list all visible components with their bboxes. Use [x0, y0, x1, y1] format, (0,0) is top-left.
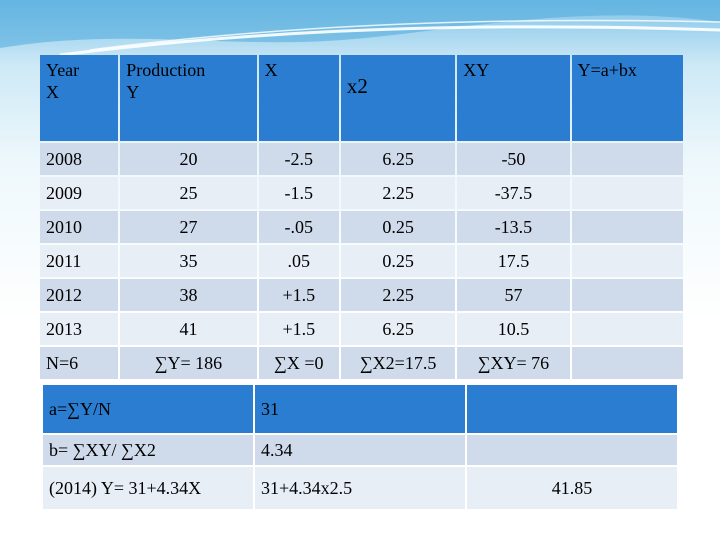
table-cell [571, 211, 683, 243]
header-cell: XY [457, 55, 570, 141]
table-cell: 4.34 [255, 435, 465, 465]
table-row: N=6 ∑Y= 186 ∑X =0 ∑X2=17.5 ∑XY= 76 [40, 347, 683, 379]
table-cell: 0.25 [340, 245, 456, 277]
table-cell: b= ∑XY/ ∑X2 [43, 435, 253, 465]
table-cell: -13.5 [457, 211, 570, 243]
header-cell: Year X [40, 55, 119, 141]
table-cell: 57 [457, 279, 570, 311]
table-cell: 31+4.34x2.5 [255, 467, 465, 509]
table-cell: -2.5 [258, 143, 339, 175]
table-cell: +1.5 [258, 313, 339, 345]
table-cell: 41 [120, 313, 257, 345]
table-cell: -37.5 [457, 177, 570, 209]
table-row: 2008 20 -2.5 6.25 -50 [40, 143, 683, 175]
table-cell [571, 177, 683, 209]
table-cell: (2014) Y= 31+4.34X [43, 467, 253, 509]
table-cell: ∑X2=17.5 [340, 347, 456, 379]
table-cell: 10.5 [457, 313, 570, 345]
calculation-table: a=∑Y/N 31 b= ∑XY/ ∑X2 4.34 (2014) Y= 31+4.34… [41, 383, 679, 511]
table-cell: 2011 [40, 245, 119, 277]
table-row: 2012 38 +1.5 2.25 57 [40, 279, 683, 311]
table-cell: 6.25 [340, 143, 456, 175]
table-cell: ∑XY= 76 [457, 347, 570, 379]
table-cell: ∑Y= 186 [120, 347, 257, 379]
table-cell: 2009 [40, 177, 119, 209]
table-row: a=∑Y/N 31 [43, 385, 677, 433]
header-cell: x2 [340, 55, 456, 141]
table-row: (2014) Y= 31+4.34X 31+4.34x2.5 41.85 [43, 467, 677, 509]
table-cell: 41.85 [467, 467, 677, 509]
table-cell: 17.5 [457, 245, 570, 277]
table-cell: 25 [120, 177, 257, 209]
table-cell: 0.25 [340, 211, 456, 243]
table-cell: 2012 [40, 279, 119, 311]
table-cell: N=6 [40, 347, 119, 379]
table-cell: 38 [120, 279, 257, 311]
table-cell [571, 279, 683, 311]
table-row: 2011 35.05 0.25 17.5 [40, 245, 683, 277]
table-cell: ∑X =0 [258, 347, 339, 379]
table-cell: 2013 [40, 313, 119, 345]
table-cell: 2.25 [340, 177, 456, 209]
table-cell: +1.5 [258, 279, 339, 311]
table-row: 2013 41 +1.5 6.25 10.5 [40, 313, 683, 345]
table-cell: -1.5 [258, 177, 339, 209]
table-cell: 20 [120, 143, 257, 175]
table-cell [571, 143, 683, 175]
table-cell: .05 [258, 245, 339, 277]
table-row: 2010 27 -.05 0.25 -13.5 [40, 211, 683, 243]
table-cell: 27 [120, 211, 257, 243]
table-cell [467, 385, 677, 433]
table-cell: 6.25 [340, 313, 456, 345]
table-cell [571, 245, 683, 277]
table-row: b= ∑XY/ ∑X2 4.34 [43, 435, 677, 465]
table-cell: a=∑Y/N [43, 385, 253, 433]
table-cell: 2008 [40, 143, 119, 175]
table-cell [571, 347, 683, 379]
table-cell: 35 [120, 245, 257, 277]
table-cell: 31 [255, 385, 465, 433]
table-cell: 2010 [40, 211, 119, 243]
header-cell: Production Y [120, 55, 257, 141]
header-cell: X [258, 55, 339, 141]
table-cell: 2.25 [340, 279, 456, 311]
header-cell: Y=a+bx [571, 55, 683, 141]
table-cell [467, 435, 677, 465]
table-cell: -.05 [258, 211, 339, 243]
table-cell [571, 313, 683, 345]
decorative-wave [0, 0, 720, 57]
table-row: 2009 25 -1.5 2.25 -37.5 [40, 177, 683, 209]
table-cell: -50 [457, 143, 570, 175]
